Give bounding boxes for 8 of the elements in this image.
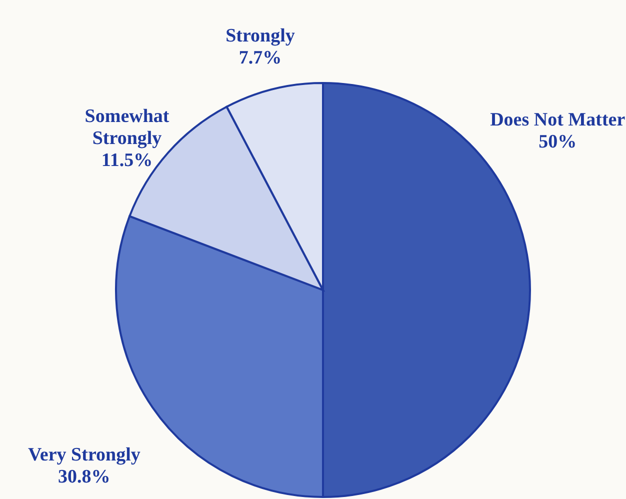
data-label: 7.7%: [238, 48, 282, 69]
slice-label: Strongly: [226, 26, 296, 47]
data-label: 30.8%: [58, 466, 110, 488]
slice-label: Very Strongly: [28, 444, 141, 466]
slice-label: Does Not Matter: [490, 110, 626, 131]
data-label: 50%: [538, 132, 577, 153]
slice-label: Somewhat Strongly: [84, 106, 170, 150]
data-label: 11.5%: [101, 150, 153, 172]
